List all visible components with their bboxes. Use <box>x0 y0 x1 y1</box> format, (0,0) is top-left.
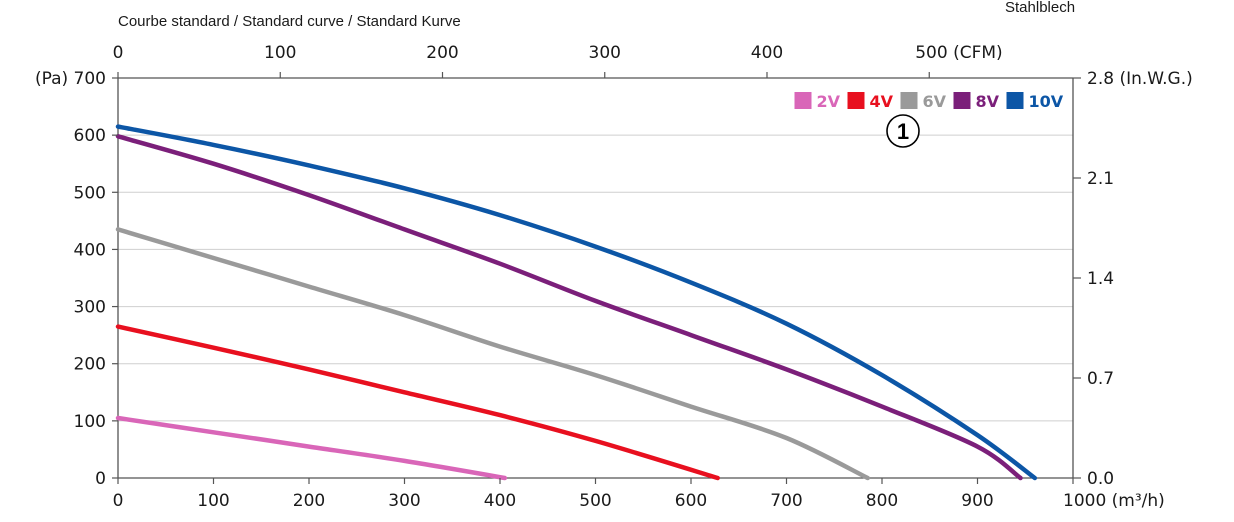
top-tick-label: 200 <box>426 43 458 63</box>
right-axis-ticks: 0.0 0.7 1.4 2.1 2.8 (In.W.G.) <box>1073 69 1193 489</box>
legend-swatch-4V <box>847 92 865 109</box>
legend-label-2V: 2V <box>817 92 841 111</box>
legend: 10V 8V 6V 4V 2V <box>794 92 1064 111</box>
right-tick-label: 0.0 <box>1087 469 1114 489</box>
legend-label-4V: 4V <box>870 92 894 111</box>
legend-swatch-6V <box>900 92 918 109</box>
series-line-8V <box>115 134 1023 481</box>
top-tick-label: 500 (CFM) <box>915 43 1002 63</box>
right-tick-label: 1.4 <box>1087 269 1114 289</box>
x-tick-label: 900 <box>961 491 993 511</box>
x-tick-label: 800 <box>866 491 898 511</box>
top-tick-label: 100 <box>264 43 296 63</box>
series-layer <box>115 124 1038 481</box>
y-tick-label: 400 <box>74 240 106 260</box>
marker-1: 1 <box>886 114 920 148</box>
y-tick-label: 300 <box>74 298 106 318</box>
legend-swatch-8V <box>953 92 971 109</box>
top-tick-label: 300 <box>589 43 621 63</box>
legend-swatch-10V <box>1006 92 1024 109</box>
legend-label-10V: 10V <box>1029 92 1064 111</box>
x-tick-label: 300 <box>388 491 420 511</box>
right-tick-label: 0.7 <box>1087 369 1114 389</box>
y-tick-label: (Pa) 700 <box>35 69 106 89</box>
y-tick-label: 100 <box>74 412 106 432</box>
x-tick-label: 600 <box>675 491 707 511</box>
plot-area <box>115 77 1074 481</box>
series-line-6V <box>115 227 870 481</box>
series-line-4V <box>115 324 720 481</box>
x-tick-label: 500 <box>579 491 611 511</box>
x-tick-label: 400 <box>484 491 516 511</box>
legend-swatch-2V <box>794 92 812 109</box>
series-line-2V <box>115 415 508 481</box>
x-axis-ticks: 0 100 200 300 400 500 600 700 800 900 1000 (m³/h) <box>113 478 1165 511</box>
y-tick-label: 200 <box>74 355 106 375</box>
x-tick-label: 100 <box>197 491 229 511</box>
x-tick-label: 700 <box>770 491 802 511</box>
y-tick-label: 0 <box>95 469 106 489</box>
marker-label: 1 <box>897 119 909 144</box>
x-tick-label: 0 <box>113 491 124 511</box>
chart-caption: Courbe standard / Standard curve / Stand… <box>118 13 461 30</box>
y-tick-label: 600 <box>74 126 106 146</box>
x-tick-label: 1000 (m³/h) <box>1063 491 1165 511</box>
right-tick-label: 2.8 (In.W.G.) <box>1087 69 1193 89</box>
top-tick-label: 0 <box>113 43 124 63</box>
series-line-10V <box>115 124 1038 481</box>
marker-circle <box>886 114 920 148</box>
right-tick-label: 2.1 <box>1087 169 1114 189</box>
plot-background <box>118 78 1073 478</box>
legend-label-6V: 6V <box>923 92 947 111</box>
top-axis-ticks: 0 100 200 300 400 500 (CFM) <box>113 43 1003 78</box>
y-axis-ticks: 0 100 200 300 400 500 600 (Pa) 700 <box>35 69 118 489</box>
corner-note: Stahlblech <box>1005 0 1075 16</box>
y-tick-label: 500 <box>74 183 106 203</box>
top-tick-label: 400 <box>751 43 783 63</box>
x-tick-label: 200 <box>293 491 325 511</box>
legend-label-8V: 8V <box>976 92 1000 111</box>
